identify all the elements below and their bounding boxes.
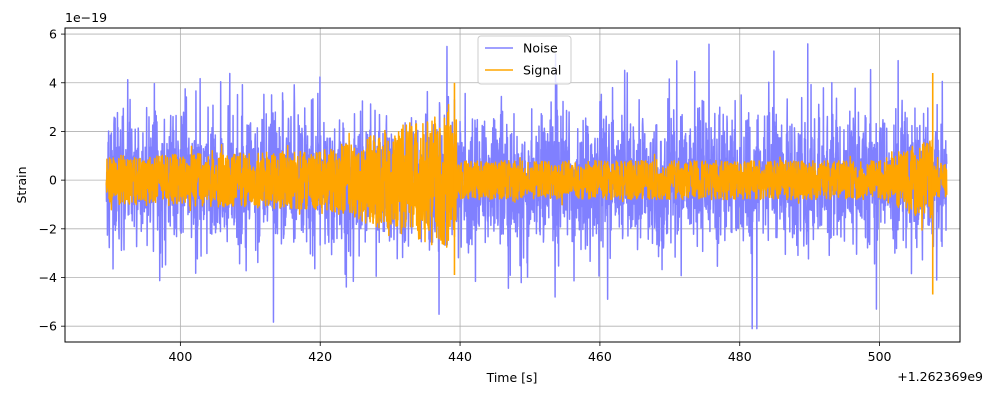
ticks: 400 420 440 460 480 500 −6 −4 −2 0 2 4 6: [39, 27, 892, 364]
series-signal-line: [105, 103, 948, 248]
x-tick-label: 480: [728, 349, 752, 364]
y-tick-label: −6: [39, 319, 57, 334]
y-tick-label: 0: [49, 173, 57, 188]
x-offset-label: +1.262369e9: [897, 369, 983, 384]
x-tick-label: 400: [168, 349, 192, 364]
x-axis-label: Time [s]: [486, 370, 538, 385]
y-tick-label: −2: [39, 221, 57, 236]
x-tick-label: 500: [868, 349, 892, 364]
y-tick-label: 6: [49, 27, 57, 42]
x-tick-label: 460: [588, 349, 612, 364]
y-tick-label: 2: [49, 124, 57, 139]
legend: Noise Signal: [477, 35, 572, 85]
y-scale-label: 1e−19: [65, 10, 107, 25]
x-tick-label: 420: [308, 349, 332, 364]
y-axis-label: Strain: [14, 166, 29, 203]
legend-label-signal: Signal: [523, 63, 561, 78]
legend-label-noise: Noise: [523, 41, 558, 56]
y-tick-label: 4: [49, 75, 57, 90]
plot-area: [105, 43, 948, 330]
plot-frame: [64, 27, 961, 343]
y-tick-label: −4: [39, 270, 57, 285]
x-tick-label: 440: [448, 349, 472, 364]
